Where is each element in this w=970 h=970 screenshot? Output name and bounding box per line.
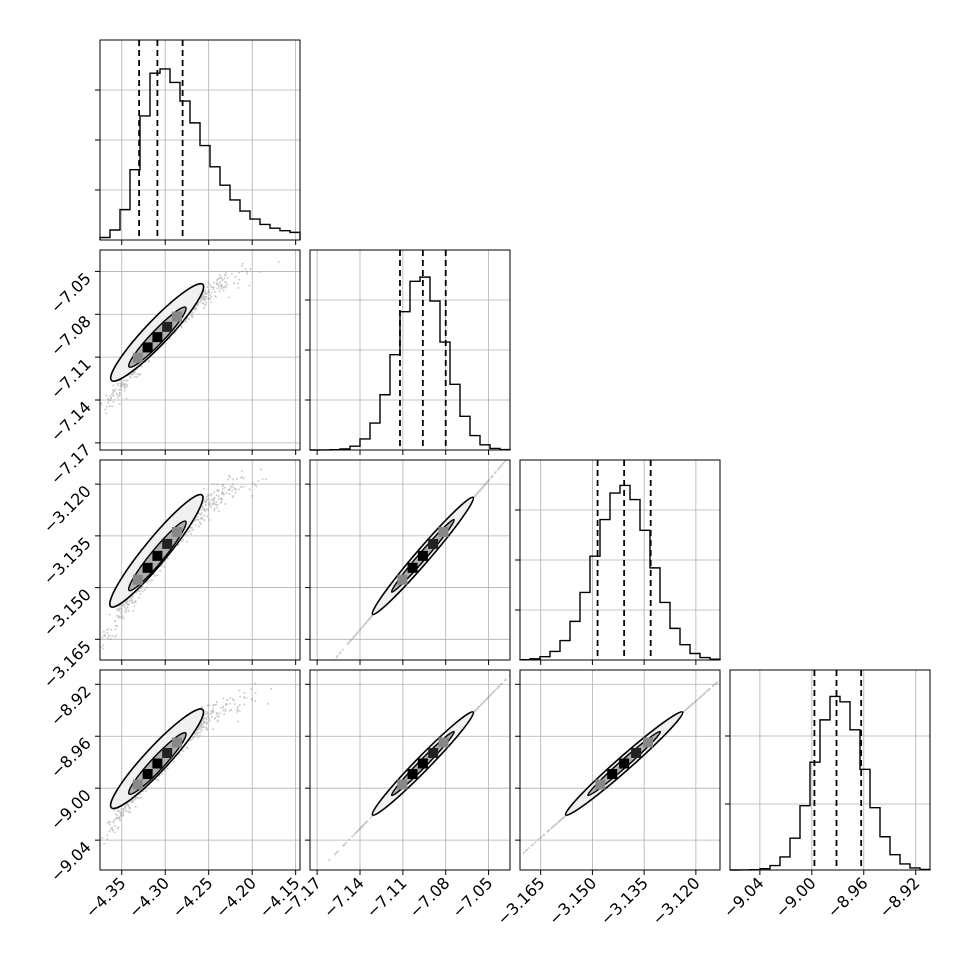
panel-frame: [309, 249, 511, 451]
y-tick-label: −3.165: [40, 637, 95, 692]
x-tick-label: −9.04: [720, 873, 768, 921]
scatter-group: [100, 261, 280, 415]
density-cell: [162, 747, 173, 758]
y-tick-label: −3.135: [40, 533, 95, 588]
density-cell: [132, 574, 143, 585]
y-tick-label: −3.150: [40, 585, 95, 640]
density-cell: [438, 737, 449, 748]
panel-background: [100, 460, 300, 660]
y-tick-label: −7.05: [47, 269, 95, 317]
histogram-step: [729, 695, 931, 871]
panel-2-2: [515, 459, 721, 665]
density-cell: [397, 779, 408, 790]
panel-1-0: −7.17−7.14−7.11−7.08−7.05: [47, 249, 301, 488]
y-tick-label: −7.11: [47, 355, 95, 403]
x-tick-label: −4.25: [168, 873, 216, 921]
scatter-group: [522, 679, 720, 854]
x-tick-label: −3.120: [648, 873, 703, 928]
density-cell: [643, 737, 654, 748]
x-tick-label: −4.35: [81, 873, 129, 921]
density-cell: [132, 779, 143, 790]
panel-frame: [519, 669, 721, 871]
histogram-step: [99, 68, 301, 240]
panel-frame: [729, 669, 931, 871]
density-cell: [152, 758, 163, 769]
scatter-group: [333, 460, 506, 660]
density-cell: [417, 758, 428, 769]
density-cell: [619, 758, 630, 769]
histogram-step: [519, 484, 721, 661]
scatter-group: [100, 468, 267, 650]
x-tick-label: −3.150: [545, 873, 600, 928]
panel-frame: [99, 249, 301, 451]
density-cell: [407, 562, 418, 573]
x-tick-label: −8.96: [823, 873, 871, 921]
density-cell: [607, 769, 618, 780]
panel-2-1: [305, 459, 511, 665]
y-tick-label: −9.00: [47, 786, 95, 834]
panel-0-0: [95, 39, 301, 245]
density-cell: [407, 769, 418, 780]
y-tick-label: −7.14: [47, 397, 95, 445]
density-cell: [171, 311, 182, 322]
density-cell: [428, 747, 439, 758]
histogram-step: [309, 276, 511, 451]
panel-2-0: −3.165−3.150−3.135−3.120: [40, 459, 301, 692]
density-cell: [171, 737, 182, 748]
density-cell: [162, 321, 173, 332]
panel-1-1: [305, 249, 511, 455]
y-tick-label: −7.08: [47, 312, 95, 360]
density-cell: [438, 526, 449, 537]
x-tick-label: −4.20: [212, 873, 260, 921]
density-cell: [631, 747, 642, 758]
x-tick-label: −4.30: [125, 873, 173, 921]
scatter-group: [328, 674, 510, 861]
density-cell: [417, 550, 428, 561]
density-cell: [397, 574, 408, 585]
scatter-group: [101, 682, 272, 845]
panel-3-0: −4.35−4.30−4.25−4.20−4.15−9.04−9.00−8.96…: [47, 669, 303, 921]
panels-layer: −7.17−7.14−7.11−7.08−7.05−3.165−3.150−3.…: [40, 39, 931, 929]
x-tick-label: −9.00: [772, 873, 820, 921]
y-tick-label: −3.120: [40, 482, 95, 537]
panel-3-1: −7.17−7.14−7.11−7.08−7.05: [277, 669, 511, 921]
density-cell: [171, 526, 182, 537]
density-cell: [428, 538, 439, 549]
x-tick-label: −7.11: [363, 873, 411, 921]
panel-frame: [519, 459, 721, 661]
panel-3-3: −9.04 −9.00 −8.96 −8.92: [720, 669, 931, 921]
panel-frame: [309, 669, 511, 871]
x-tick-label: −7.08: [405, 873, 453, 921]
x-tick-label: −7.14: [320, 873, 368, 921]
density-cell: [595, 779, 606, 790]
density-cell: [132, 352, 143, 363]
density-cell: [152, 332, 163, 343]
density-cell: [152, 550, 163, 561]
y-tick-label: −7.17: [47, 440, 95, 488]
density-cell: [162, 538, 173, 549]
x-tick-label: −8.92: [875, 873, 923, 921]
x-tick-label: −3.135: [597, 873, 652, 928]
y-tick-label: −8.96: [47, 734, 95, 782]
x-tick-label: −7.05: [448, 873, 496, 921]
x-tick-label: −3.165: [493, 873, 548, 928]
y-tick-label: −9.04: [47, 838, 95, 886]
panel-frame: [99, 39, 301, 241]
panel-frame: [99, 669, 301, 871]
density-cell: [142, 562, 153, 573]
density-cell: [142, 769, 153, 780]
panel-frame: [309, 459, 511, 661]
density-cell: [142, 342, 153, 353]
panel-frame: [99, 459, 301, 661]
